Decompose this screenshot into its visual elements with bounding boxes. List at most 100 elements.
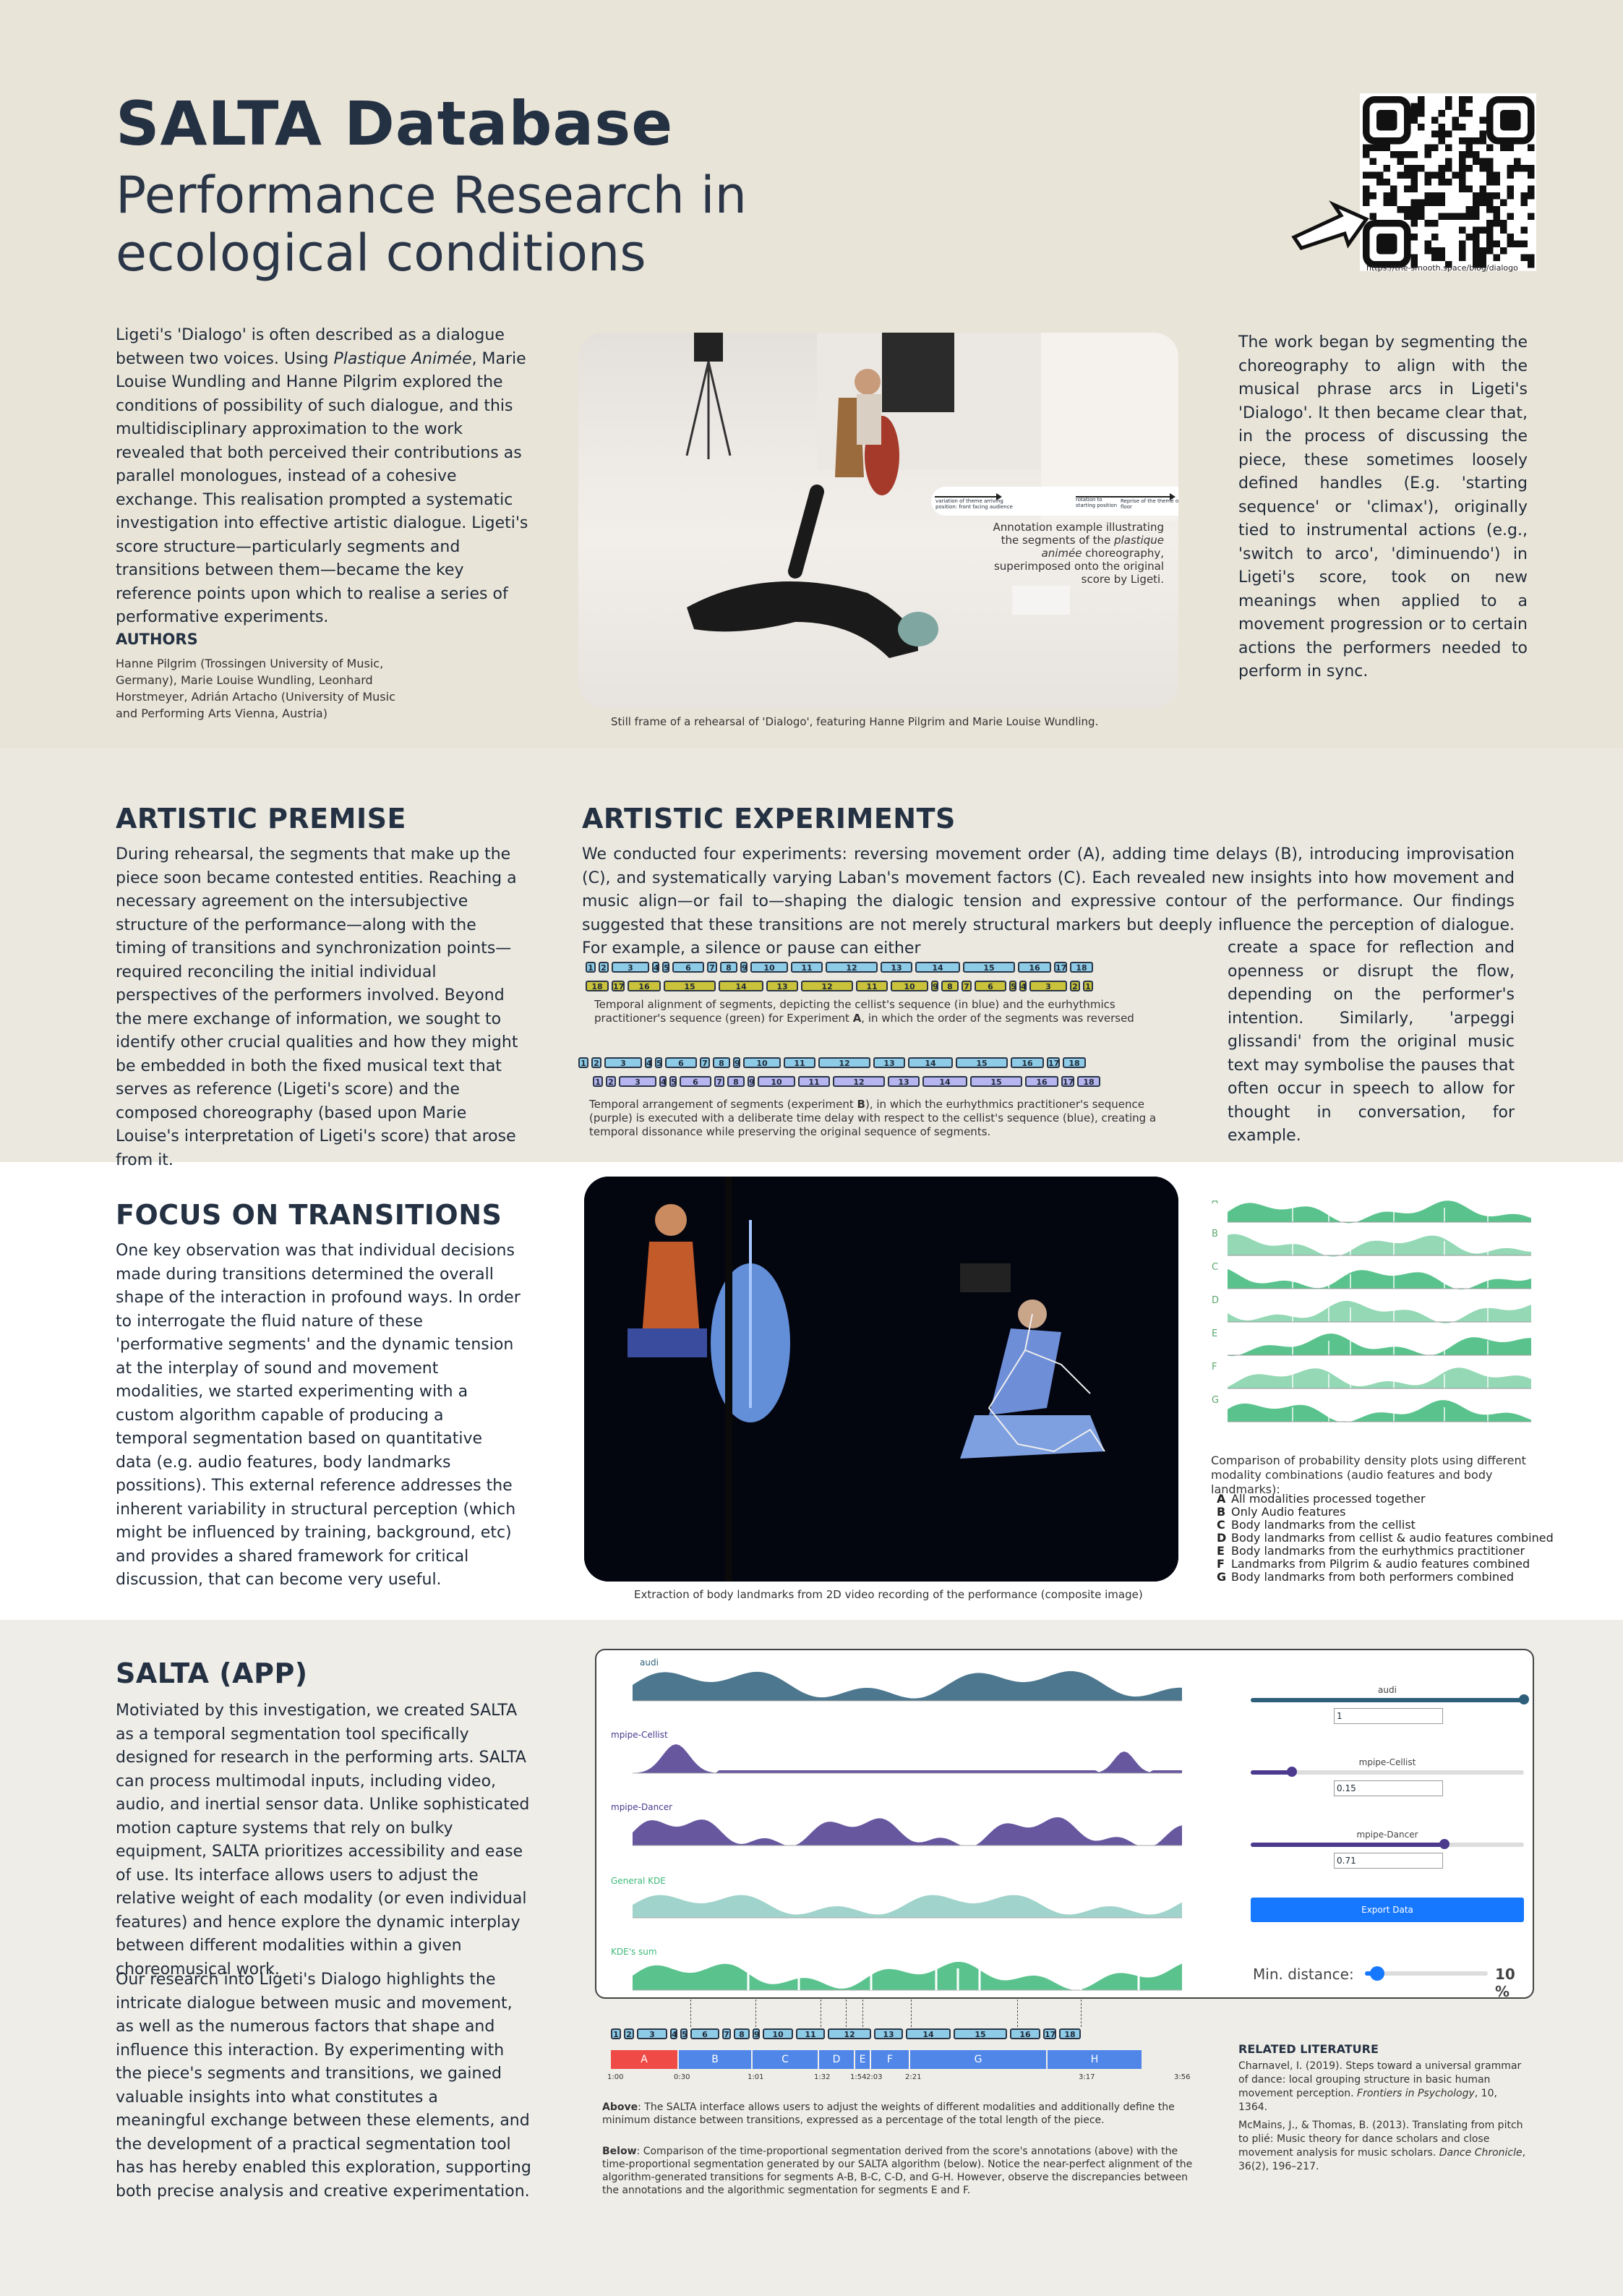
segment-g-5: 5 xyxy=(1009,981,1016,991)
qr-block[interactable]: https://the-smooth.space/blog/dialogo xyxy=(1290,93,1538,273)
cursor-arrow-icon xyxy=(1291,200,1369,250)
literature-item-1: Charnavel, I. (2019). Steps toward a uni… xyxy=(1238,2060,1522,2113)
density-legend: A All modalities processed together B Only … xyxy=(1217,1493,1556,1584)
segment-b-9: 9 xyxy=(733,1057,740,1068)
segment-b-10: 10 xyxy=(750,962,788,973)
hero-caption: Still frame of a rehearsal of 'Dialogo',… xyxy=(611,715,1099,728)
segment-b-10: 10 xyxy=(743,1057,781,1068)
slider-label: mpipe-Dancer xyxy=(1356,1830,1418,1840)
segment-b-6: 6 xyxy=(665,1057,697,1068)
kde-track-3 xyxy=(633,1895,1182,1918)
segment-g-2: 2 xyxy=(1070,981,1080,991)
slider-knob[interactable] xyxy=(1519,1694,1529,1704)
segment-b-18: 18 xyxy=(1070,962,1093,973)
min-distance-slider[interactable] xyxy=(1365,1966,1488,1981)
segments-figure-b: 1 2 3 4 5 6 7 8 9 10 11 12 13 14 15 16 17 18 1 2 3 4 5 6 7 8 9 10 11… xyxy=(578,1057,1178,1093)
segment-b-15: 15 xyxy=(956,1057,1008,1068)
segment-b-17: 17 xyxy=(1047,1057,1060,1068)
slider-value-input[interactable]: 0.71 xyxy=(1334,1853,1443,1869)
legend-item-F: F Landmarks from Pilgrim & audio features… xyxy=(1217,1557,1530,1571)
segment-b-18: 18 xyxy=(1059,2028,1081,2039)
strip-text-1: variation of theme arriving position: fr… xyxy=(935,498,1013,510)
transition-marker xyxy=(1081,2000,1082,2027)
segment-p-1: 1 xyxy=(593,1076,603,1087)
segment-b-15: 15 xyxy=(954,2028,1007,2039)
segment-b-14: 14 xyxy=(915,962,960,973)
weight-slider-2[interactable]: mpipe-Dancer 0.71 xyxy=(1251,1830,1524,1869)
figure-a-caption: Temporal alignment of segments, depictin… xyxy=(594,998,1134,1025)
segment-g-16: 16 xyxy=(628,981,661,991)
figure-b-caption: Temporal arrangement of segments (experi… xyxy=(589,1098,1157,1138)
segment-p-7: 7 xyxy=(714,1076,724,1087)
segment-g-18: 18 xyxy=(586,981,609,991)
slider-knob[interactable] xyxy=(1439,1839,1450,1849)
segment-p-18: 18 xyxy=(1077,1076,1100,1087)
transition-marker xyxy=(690,2000,691,2027)
speaker xyxy=(694,333,723,362)
segment-b-13: 13 xyxy=(881,962,912,973)
density-row-E: E xyxy=(1212,1328,1217,1339)
salta-interface: audi mpipe-Cellist mpipe-Dancer General … xyxy=(595,1649,1534,2000)
qr-code-icon[interactable] xyxy=(1290,93,1538,273)
segment-b-12: 12 xyxy=(828,2028,871,2039)
time-tick: 1:00 xyxy=(607,2073,624,2081)
segment-b-12: 12 xyxy=(826,962,878,973)
time-tick: 2:21 xyxy=(905,2073,922,2081)
segment-p-3: 3 xyxy=(619,1076,656,1087)
transition-marker xyxy=(755,2000,756,2027)
premise-text: During rehearsal, the segments that make… xyxy=(116,845,518,1169)
segment-b-6: 6 xyxy=(690,2028,719,2039)
segment-b-13: 13 xyxy=(873,1057,905,1068)
transition-marker xyxy=(862,2000,863,2027)
track-label-audi: audi xyxy=(640,1657,659,1668)
transition-marker xyxy=(846,2000,847,2027)
density-plots: A B C D E F G xyxy=(1206,1195,1538,1439)
segment-b-5: 5 xyxy=(655,1057,662,1068)
slider-value-input[interactable]: 0.15 xyxy=(1334,1780,1443,1796)
min-distance-knob[interactable] xyxy=(1370,1966,1384,1981)
segment-letter-B: B xyxy=(679,2050,751,2069)
segment-g-7: 7 xyxy=(962,981,972,991)
segment-letter-A: A xyxy=(611,2050,677,2069)
qr-url[interactable]: https://the-smooth.space/blog/dialogo xyxy=(1366,263,1518,273)
segment-b-3: 3 xyxy=(612,962,649,973)
work-text: The work began by segmenting the choreog… xyxy=(1238,333,1528,680)
focus-heading: FOCUS ON TRANSITIONS xyxy=(116,1199,502,1231)
segment-b-7: 7 xyxy=(722,2028,731,2039)
weight-slider-0[interactable]: audi 1 xyxy=(1251,1685,1529,1724)
literature-heading: RELATED LITERATURE xyxy=(1238,2042,1379,2056)
segment-b-9: 9 xyxy=(740,962,748,973)
window xyxy=(882,333,954,412)
rehearsal-photo: variation of theme arriving position: fr… xyxy=(578,333,1178,709)
export-data-button[interactable]: Export Data xyxy=(1251,1898,1524,1922)
segment-letter-F: F xyxy=(871,2050,909,2069)
segment-g-8: 8 xyxy=(941,981,959,991)
weight-slider-1[interactable]: mpipe-Cellist 0.15 xyxy=(1251,1757,1524,1796)
landmarks-photo xyxy=(584,1177,1178,1582)
kde-track-4 xyxy=(633,1961,1182,1990)
segment-p-6: 6 xyxy=(680,1076,711,1087)
segment-letter-E: E xyxy=(855,2050,870,2069)
segment-letter-H: H xyxy=(1048,2050,1142,2069)
segment-g-15: 15 xyxy=(664,981,716,991)
segment-b-11: 11 xyxy=(796,2028,825,2039)
slider-value-input[interactable]: 1 xyxy=(1334,1708,1443,1724)
segment-b-8: 8 xyxy=(734,2028,750,2039)
segment-p-16: 16 xyxy=(1025,1076,1058,1087)
density-row-B: B xyxy=(1212,1229,1218,1239)
slider-knob[interactable] xyxy=(1286,1767,1297,1777)
legend-item-E: E Body landmarks from the eurhythmics pra… xyxy=(1217,1544,1525,1558)
transition-marker xyxy=(911,2000,912,2027)
time-tick: 0:30 xyxy=(674,2073,690,2081)
segment-b-6: 6 xyxy=(672,962,704,973)
segments-figure-a: 1 2 3 4 5 6 7 8 9 10 11 12 13 14 15 16 17 18 18 17 16 15 14 13 1… xyxy=(582,962,1175,998)
authors-text: Hanne Pilgrim (Trossingen University of … xyxy=(116,657,395,720)
timeline-figure: 1 2 3 4 5 6 7 8 9 10 11 12 13 14 15 16 17 18 A B C D E F G H 1:00 0… xyxy=(604,2000,1190,2083)
min-distance-value: 10 % xyxy=(1495,1966,1515,2000)
legend-item-A: A All modalities processed together xyxy=(1217,1492,1426,1506)
min-distance-label: Min. distance: xyxy=(1253,1966,1354,1983)
segment-b-7: 7 xyxy=(700,1057,710,1068)
segment-b-10: 10 xyxy=(763,2028,793,2039)
time-tick: 3:56 xyxy=(1174,2073,1191,2081)
segment-p-17: 17 xyxy=(1061,1076,1074,1087)
